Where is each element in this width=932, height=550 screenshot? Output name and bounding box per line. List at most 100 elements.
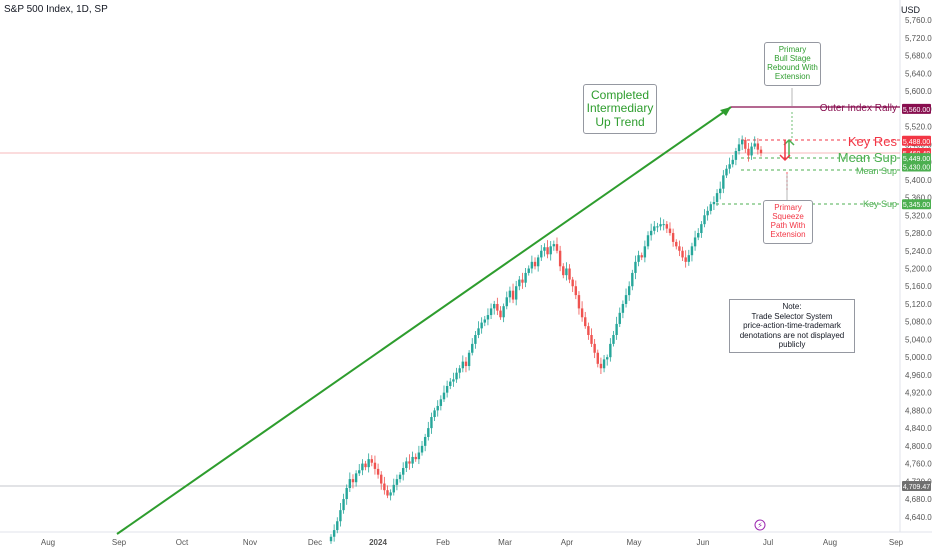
y-tick-label: 5,000.00 xyxy=(905,353,932,362)
candle-body xyxy=(709,204,712,211)
candle-body xyxy=(737,144,741,151)
candle-body xyxy=(552,244,556,247)
candle-body xyxy=(442,392,446,400)
candle-body xyxy=(380,474,383,484)
candle-body xyxy=(671,233,675,242)
x-tick-label: Sep xyxy=(889,538,904,547)
candle-body xyxy=(609,343,612,358)
candle-body xyxy=(756,143,760,150)
candle-body xyxy=(332,530,336,537)
candle-body xyxy=(590,335,593,344)
candle-body xyxy=(389,492,392,496)
candle-body xyxy=(508,290,512,298)
price-tag xyxy=(902,481,931,491)
candle-body xyxy=(558,250,562,267)
candle-body xyxy=(700,224,703,234)
price-tag xyxy=(902,153,931,164)
chart-header-title: S&P 500 Index, 1D, SP xyxy=(4,4,108,15)
candle-body xyxy=(430,417,433,429)
candle-body xyxy=(731,159,734,165)
candle-body xyxy=(574,286,578,296)
candle-body xyxy=(734,150,738,160)
candle-body xyxy=(530,261,534,269)
squeeze-callout-line-1: Primary xyxy=(774,203,802,212)
x-tick-label: Feb xyxy=(436,538,450,547)
y-tick-label: 5,400.00 xyxy=(905,176,932,185)
candle-body xyxy=(354,473,358,483)
candle-body xyxy=(370,459,374,463)
candle-body xyxy=(493,303,496,309)
candle-body xyxy=(646,235,650,247)
candle-body xyxy=(643,246,647,258)
y-tick-label: 4,680.00 xyxy=(905,495,932,504)
trend-callout-line-3: Up Trend xyxy=(595,114,645,129)
candle-body xyxy=(521,279,524,283)
candle-body xyxy=(675,241,678,247)
price-axis: 4,640.004,680.004,720.004,760.004,800.00… xyxy=(905,16,932,522)
candle-body xyxy=(467,352,471,367)
note-line-1: Note: xyxy=(782,302,802,311)
candle-body xyxy=(423,436,427,446)
event-flash-icon[interactable] xyxy=(754,519,766,531)
candle-body xyxy=(744,139,747,149)
candle-body xyxy=(599,363,603,369)
y-tick-label: 5,280.00 xyxy=(905,229,932,238)
y-tick-label: 5,760.00 xyxy=(905,16,932,25)
candle-body xyxy=(533,261,537,267)
candle-body xyxy=(411,456,414,464)
candle-body xyxy=(571,279,574,287)
y-tick-label: 5,200.00 xyxy=(905,264,932,273)
candle-body xyxy=(602,359,606,369)
candle-body xyxy=(395,479,399,485)
candle-body xyxy=(621,303,625,313)
y-tick-label: 5,720.00 xyxy=(905,34,932,43)
candle-body xyxy=(401,468,405,475)
mean-sup-label-2: Mean Sup xyxy=(856,166,897,176)
bull-callout-line-2: Bull Stage xyxy=(774,53,811,63)
candle-body xyxy=(565,268,568,276)
candle-body xyxy=(668,228,672,234)
candle-body xyxy=(718,188,722,194)
candle-body xyxy=(386,490,389,496)
key-sup-label: Key Sup xyxy=(863,199,897,209)
trend-arrow-head xyxy=(720,107,731,116)
candle-body xyxy=(596,352,599,364)
candle-body xyxy=(618,312,621,324)
candle-body xyxy=(546,247,549,255)
candle-body xyxy=(712,201,716,205)
candle-body xyxy=(740,139,744,145)
candle-body xyxy=(414,456,417,460)
outer-index-rally-label: Outer Index Rally xyxy=(820,103,897,114)
x-tick-label: Mar xyxy=(498,538,512,547)
bull-callout-line-4: Extension xyxy=(774,71,811,81)
intermediary-uptrend-line xyxy=(116,106,732,535)
y-tick-label: 5,080.00 xyxy=(905,318,932,327)
price-tag xyxy=(902,199,931,210)
candle-body xyxy=(584,317,587,327)
candle-body xyxy=(631,272,634,287)
candle-body xyxy=(634,261,637,273)
candle-body xyxy=(373,462,377,469)
candle-body xyxy=(624,295,628,304)
squeeze-arrow-head xyxy=(779,154,791,162)
x-tick-label: 2024 xyxy=(369,538,387,547)
candle-body xyxy=(653,226,656,231)
candle-body xyxy=(339,510,342,522)
candle-body xyxy=(753,143,756,147)
bull-callout-line-1: Primary xyxy=(778,45,807,54)
y-tick-label: 5,160.00 xyxy=(905,282,932,291)
candle-body xyxy=(427,428,430,437)
y-tick-label: 5,360.00 xyxy=(905,194,932,203)
x-tick-label: Aug xyxy=(41,538,55,547)
candle-body xyxy=(562,266,565,276)
y-tick-label: 4,960.00 xyxy=(905,371,932,380)
trend-callout-line-2: Intermediary xyxy=(586,101,654,116)
candle-body xyxy=(640,255,643,258)
price-tag xyxy=(902,161,931,172)
candle-body xyxy=(376,468,380,475)
candle-body xyxy=(678,246,681,251)
y-tick-label: 5,520.00 xyxy=(905,123,932,132)
note-line-2: Trade Selector System xyxy=(751,311,833,321)
note-line-3: price-action-time-trademark xyxy=(743,321,841,331)
